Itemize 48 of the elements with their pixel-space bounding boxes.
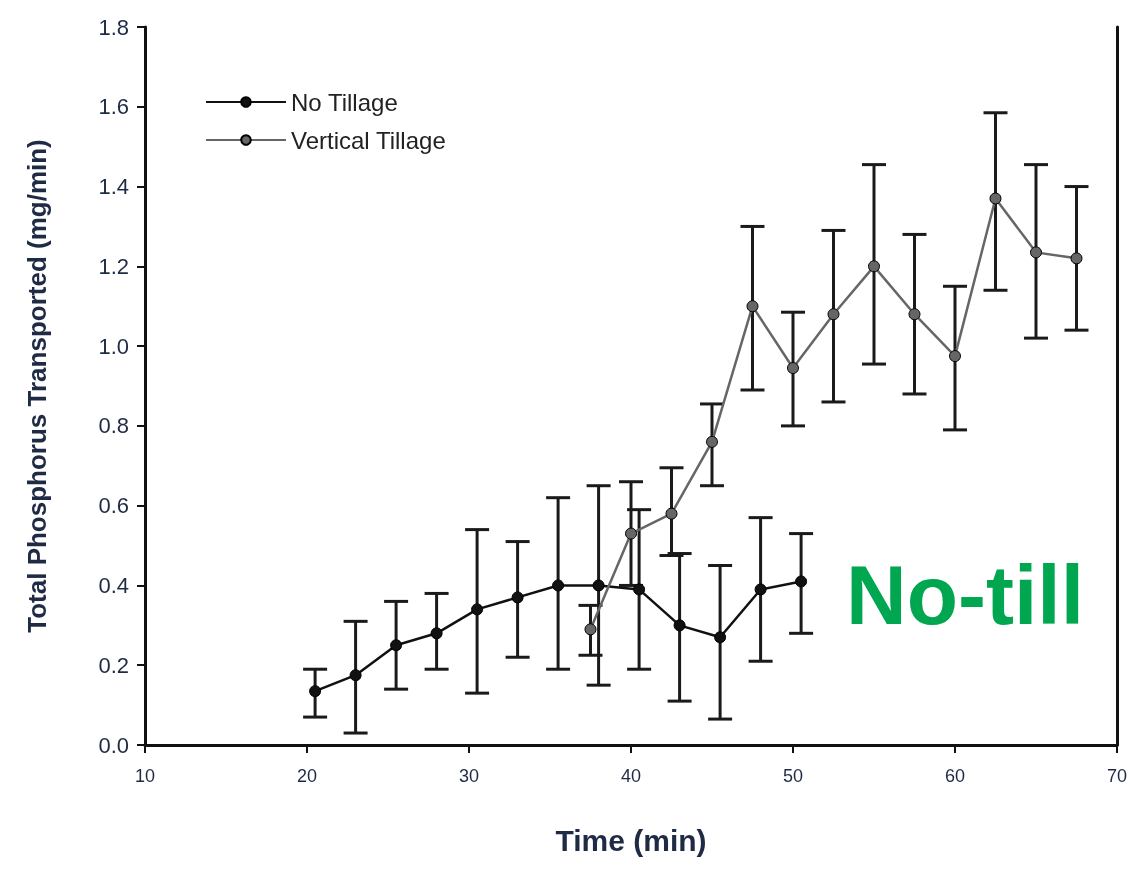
point	[827, 308, 840, 321]
point	[430, 627, 443, 640]
point	[795, 575, 808, 588]
y-tick-label: 1.2	[98, 253, 129, 279]
point	[714, 631, 727, 644]
x-tick-label: 10	[134, 766, 156, 786]
point	[706, 435, 718, 448]
legend-label: No Tillage	[291, 88, 398, 116]
x-tick-label: 50	[782, 766, 804, 786]
legend-label: Vertical Tillage	[291, 126, 446, 154]
y-axis-title: Total Phosphorus Transported (mg/min)	[22, 139, 52, 633]
x-tick-label: 70	[1106, 766, 1127, 786]
point	[1030, 246, 1042, 259]
point	[584, 623, 597, 636]
point	[592, 579, 605, 592]
point	[665, 507, 678, 520]
y-tick-label: 1.8	[98, 14, 129, 40]
y-tick-label: 0.8	[98, 413, 129, 439]
annotation: No-till	[846, 548, 1084, 642]
x-axis-title: Time (min)	[555, 823, 707, 857]
point	[787, 362, 799, 375]
point	[673, 619, 686, 632]
point	[746, 300, 759, 313]
x-tick-label: 60	[944, 766, 966, 786]
point	[633, 583, 646, 596]
point	[868, 260, 880, 273]
point	[754, 583, 767, 596]
y-tick-label: 1.4	[98, 174, 129, 200]
point	[625, 527, 637, 540]
point	[1070, 252, 1083, 265]
point	[390, 639, 403, 652]
point	[552, 579, 565, 592]
point	[908, 308, 921, 321]
point	[511, 591, 524, 604]
point	[471, 603, 484, 616]
x-tick-label: 40	[620, 766, 642, 786]
point	[989, 192, 1002, 205]
x-tick-label: 20	[296, 766, 318, 786]
point	[309, 685, 322, 698]
point	[349, 669, 362, 682]
y-tick-label: 1.6	[98, 94, 129, 120]
y-tick-label: 0.4	[98, 572, 129, 598]
y-tick-label: 0.6	[98, 493, 129, 519]
y-tick-label: 0.0	[98, 732, 129, 758]
point	[949, 350, 961, 363]
y-tick-label: 1.0	[98, 333, 129, 359]
y-tick-label: 0.2	[98, 652, 129, 678]
x-tick-label: 30	[458, 766, 480, 786]
